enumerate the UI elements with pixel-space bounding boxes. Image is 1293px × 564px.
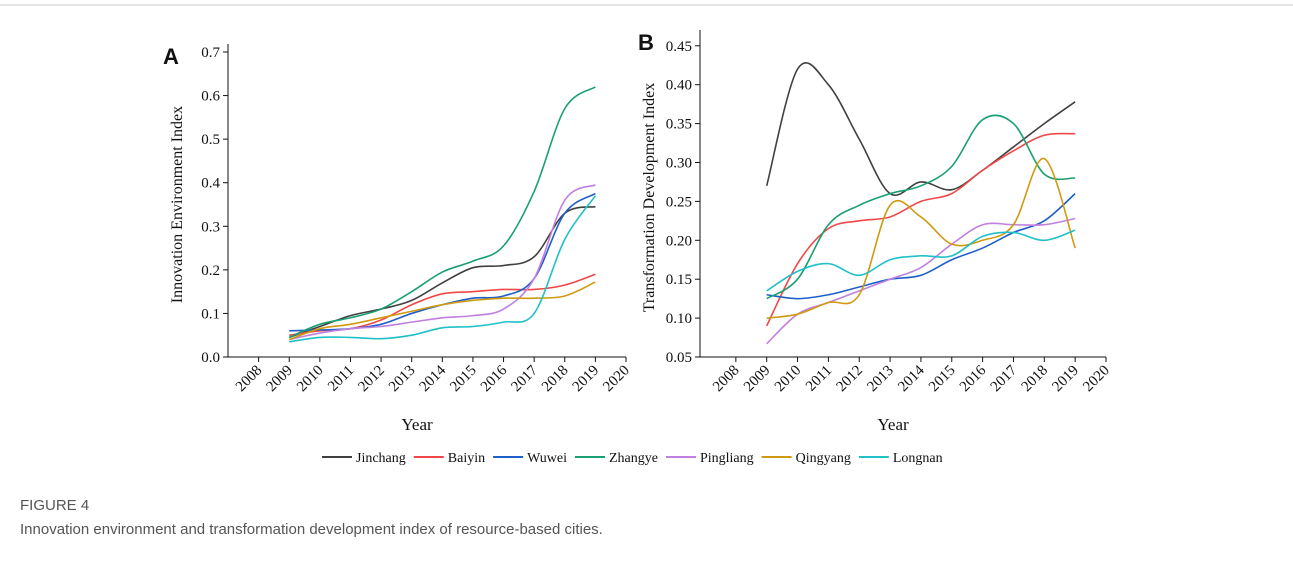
y-tick-label: 0.05 (666, 350, 692, 366)
x-tick-label: 2015 (926, 363, 959, 396)
y-tick-label: 0.25 (666, 194, 692, 210)
y-tick-label: 0.20 (666, 233, 692, 249)
x-tick-label: 2018 (539, 363, 572, 396)
figure-caption: Innovation environment and transformatio… (20, 521, 603, 538)
x-tick-label: 2020 (1080, 363, 1113, 396)
x-tick-label: 2016 (957, 362, 990, 395)
legend-label: Longnan (893, 451, 943, 466)
figure-label: FIGURE 4 (20, 497, 89, 514)
x-tick-label: 2012 (355, 363, 388, 396)
series-line (289, 195, 597, 343)
y-tick-label: 0.3 (201, 219, 220, 235)
x-tick-label: 2017 (988, 362, 1021, 395)
series-line (288, 205, 596, 339)
x-axis-label: Year (877, 415, 909, 434)
x-tick-label: 2020 (600, 363, 633, 396)
x-tick-label: 2010 (772, 363, 805, 396)
y-tick-label: 0.6 (201, 89, 220, 105)
series-line (288, 86, 596, 339)
panel-label: B (638, 30, 654, 55)
x-tick-label: 2009 (741, 363, 774, 396)
series-line (766, 114, 1076, 300)
y-tick-label: 0.2 (201, 263, 220, 279)
y-tick-label: 0.5 (201, 132, 220, 148)
series-line (766, 229, 1076, 292)
x-tick-label: 2008 (710, 363, 743, 396)
y-tick-label: 0.0 (201, 350, 220, 366)
x-tick-label: 2014 (417, 362, 450, 395)
x-tick-label: 2015 (447, 363, 480, 396)
x-tick-label: 2018 (1019, 363, 1052, 396)
x-tick-label: 2014 (895, 362, 928, 395)
legend-label: Wuwei (527, 451, 567, 466)
series-line (288, 281, 596, 341)
panel-label: A (163, 44, 179, 69)
y-axis-label: Transformation Development Index (641, 83, 658, 313)
y-tick-label: 0.35 (666, 117, 692, 133)
x-tick-label: 2008 (233, 363, 266, 396)
y-tick-label: 0.10 (666, 311, 692, 327)
y-axis-label: Innovation Environment Index (169, 106, 186, 303)
x-tick-label: 2013 (386, 363, 419, 396)
x-tick-label: 2019 (570, 363, 603, 396)
x-axis-label: Year (401, 415, 433, 434)
y-tick-label: 0.45 (666, 39, 692, 55)
y-tick-label: 0.4 (201, 176, 220, 192)
x-tick-label: 2012 (834, 363, 867, 396)
legend-label: Pingliang (700, 451, 754, 466)
y-tick-label: 0.1 (201, 306, 220, 322)
legend-label: Zhangye (609, 451, 658, 466)
legend-label: Baiyin (448, 451, 485, 466)
series-line (765, 132, 1076, 327)
y-tick-label: 0.40 (666, 78, 692, 94)
series-line (289, 192, 596, 332)
x-tick-label: 2009 (264, 363, 297, 396)
y-tick-label: 0.30 (666, 155, 692, 171)
x-tick-label: 2013 (864, 363, 897, 396)
y-tick-label: 0.15 (666, 272, 692, 288)
y-tick-label: 0.7 (201, 45, 220, 61)
legend-label: Qingyang (796, 451, 851, 466)
x-tick-label: 2010 (294, 363, 327, 396)
x-tick-label: 2011 (325, 363, 357, 395)
series-line (766, 193, 1076, 300)
x-tick-label: 2011 (803, 363, 835, 395)
legend-label: Jinchang (356, 451, 406, 466)
series-line (766, 157, 1076, 319)
x-tick-label: 2016 (478, 362, 511, 395)
series-line (765, 62, 1076, 196)
series-line (289, 184, 596, 341)
x-tick-label: 2017 (508, 362, 541, 395)
x-tick-label: 2019 (1049, 363, 1082, 396)
